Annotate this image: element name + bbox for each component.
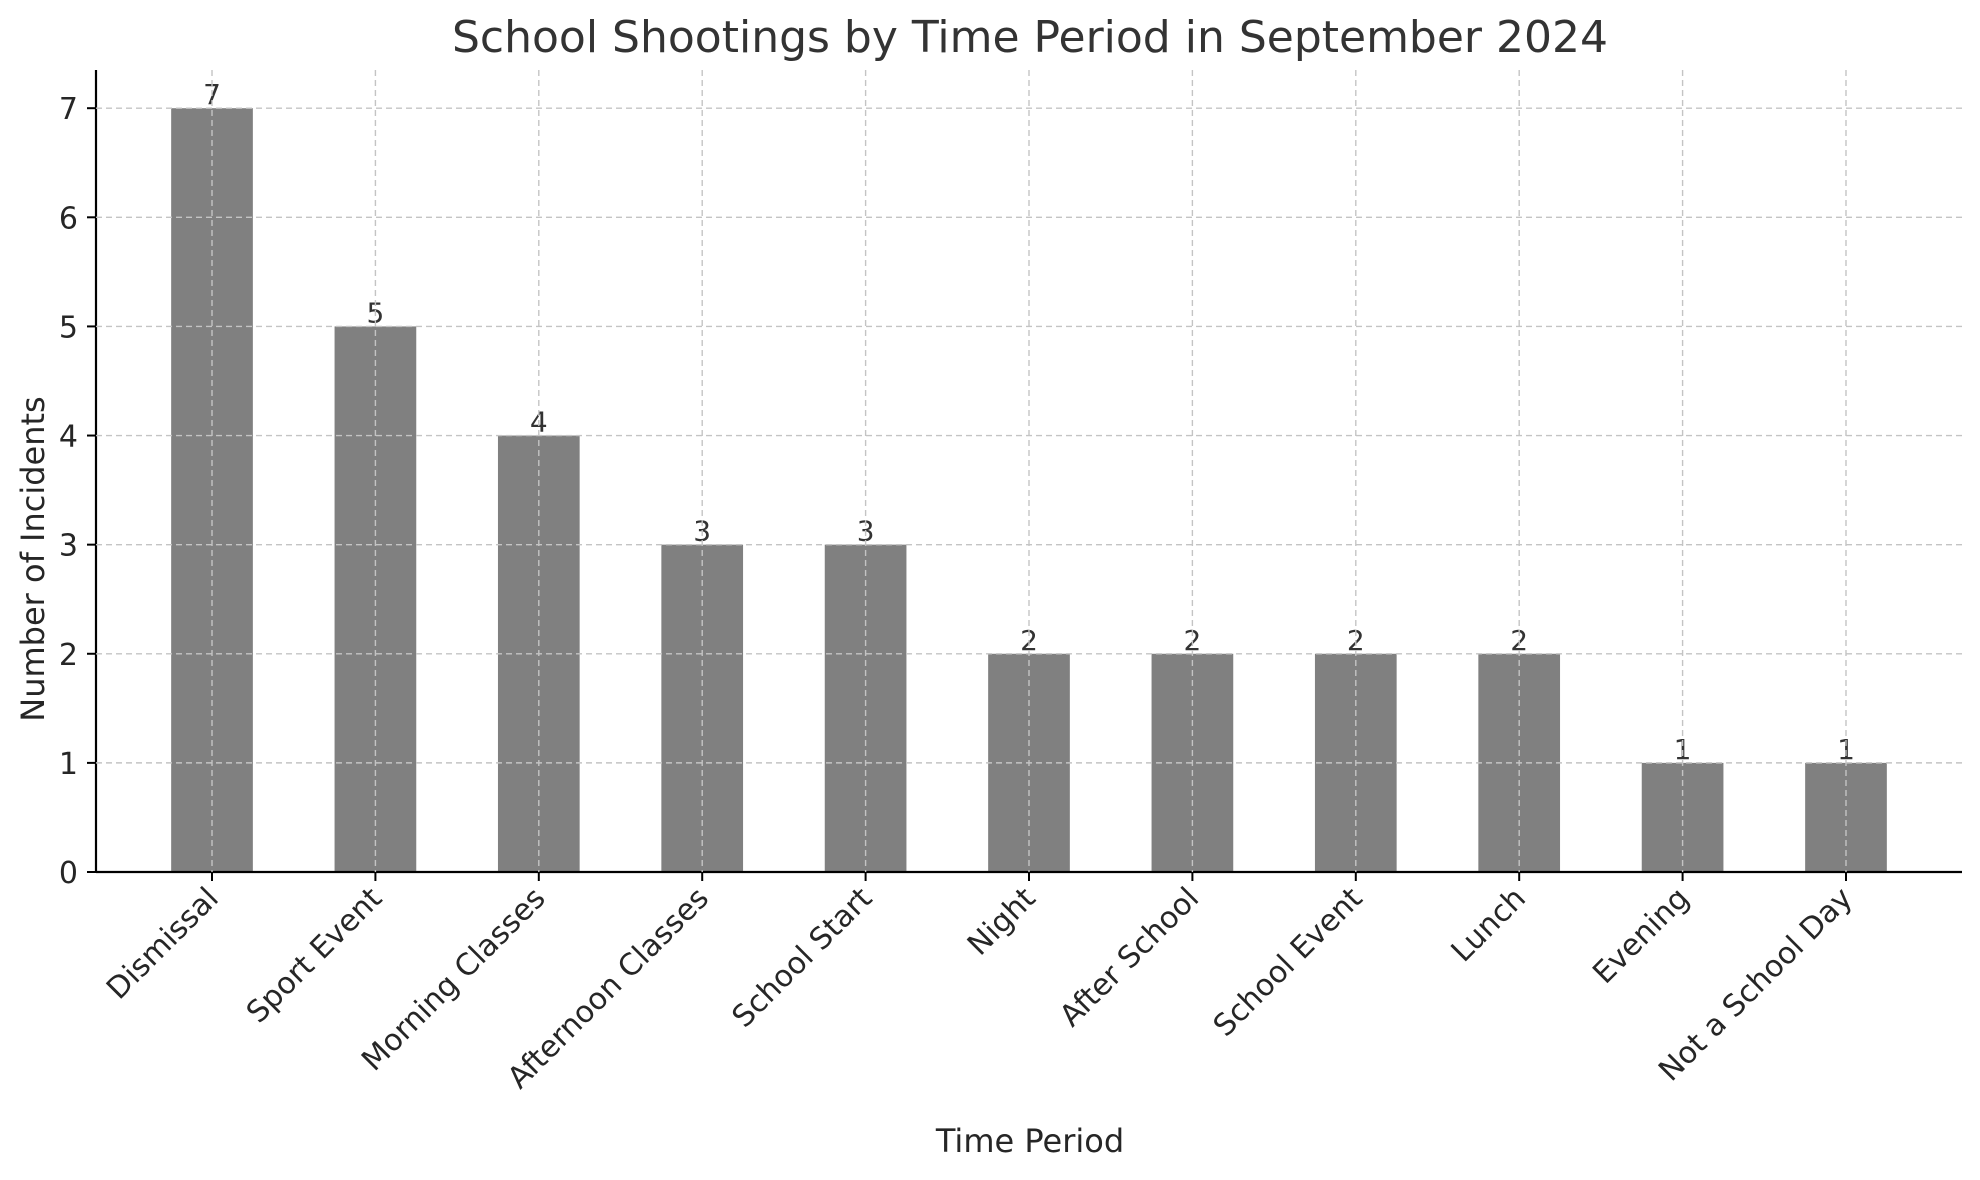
y-tick-label-5: 5 xyxy=(59,310,78,345)
x-tick-label-9: Evening xyxy=(1586,881,1696,991)
x-tick-label-1: Sport Event xyxy=(240,881,389,1030)
value-label-10: 1 xyxy=(1837,733,1855,766)
bar-3 xyxy=(661,544,744,872)
x-axis-title: Time Period xyxy=(935,1122,1124,1160)
chart-title: School Shootings by Time Period in Septe… xyxy=(452,12,1608,63)
y-tick-label-0: 0 xyxy=(59,856,78,891)
x-tick-label-0: Dismissal xyxy=(100,881,226,1007)
bar-4 xyxy=(824,544,907,872)
x-tick-label-8: Lunch xyxy=(1445,881,1533,969)
y-axis-title: Number of Incidents xyxy=(14,396,52,721)
y-tick-label-7: 7 xyxy=(59,92,78,127)
x-tick-label-6: After School xyxy=(1053,881,1206,1034)
x-tick-label-5: Night xyxy=(961,881,1043,963)
x-tick-label-7: School Event xyxy=(1207,881,1370,1044)
x-tick-label-4: School Start xyxy=(726,881,880,1035)
y-tick-label-4: 4 xyxy=(59,420,78,455)
y-tick-label-1: 1 xyxy=(59,747,78,782)
y-tick-label-3: 3 xyxy=(59,529,78,564)
y-tick-label-6: 6 xyxy=(59,201,78,236)
grid xyxy=(96,70,1962,872)
y-tick-label-2: 2 xyxy=(59,638,78,673)
value-label-9: 1 xyxy=(1674,733,1692,766)
